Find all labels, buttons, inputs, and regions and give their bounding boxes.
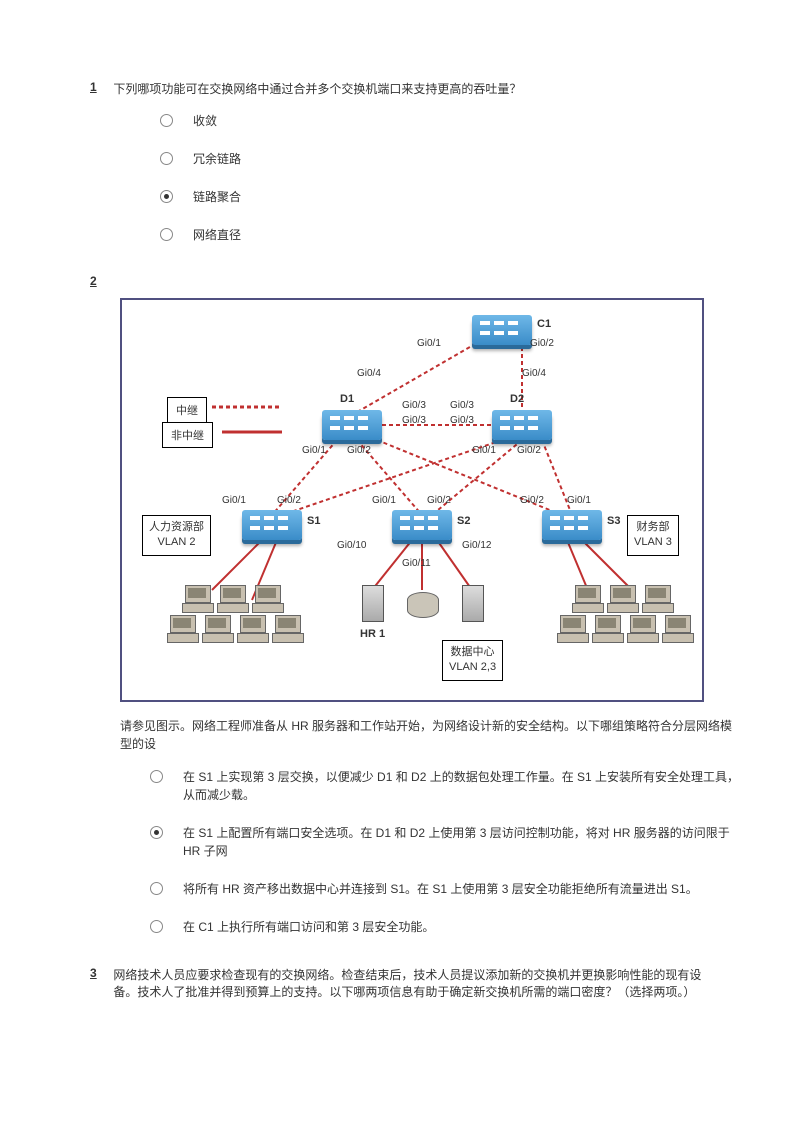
pc-icon (627, 615, 657, 643)
question-3: 3 网络技术人员应要求检查现有的交换网络。检查结束后，技术人员提议添加新的交换机… (90, 966, 740, 1000)
pc-icon (182, 585, 212, 613)
port-label: Gi0/12 (462, 540, 491, 551)
q2-intro: 请参见图示。网络工程师准备从 HR 服务器和工作站开始，为网络设计新的安全结构。… (120, 717, 740, 753)
pc-icon (202, 615, 232, 643)
pc-icon (167, 615, 197, 643)
port-label: Gi0/1 (372, 495, 396, 506)
pc-icon (642, 585, 672, 613)
switch-d2 (492, 410, 552, 440)
q1-options: 收敛 冗余链路 链路聚合 网络直径 (160, 112, 740, 244)
q2-option-2[interactable]: 将所有 HR 资产移出数据中心并连接到 S1。在 S1 上使用第 3 层安全功能… (150, 880, 740, 898)
hr1-label: HR 1 (360, 628, 385, 640)
port-label: Gi0/4 (522, 368, 546, 379)
switch-s3 (542, 510, 602, 540)
dept-name: 人力资源部 (149, 520, 204, 535)
question-1: 1 下列哪项功能可在交换网络中通过合并多个交换机端口来支持更高的吞吐量？ 收敛 … (90, 80, 740, 244)
q1-option-1[interactable]: 冗余链路 (160, 150, 740, 168)
pc-icon (662, 615, 692, 643)
switch-label: D1 (340, 393, 354, 405)
dept-vlan: VLAN 2,3 (449, 660, 496, 675)
dept-dc: 数据中心 VLAN 2,3 (442, 640, 503, 681)
dept-fin: 财务部 VLAN 3 (627, 515, 679, 556)
option-label: 在 S1 上实现第 3 层交换，以便减少 D1 和 D2 上的数据包处理工作量。… (183, 768, 740, 804)
port-label: Gi0/2 (517, 445, 541, 456)
port-label: Gi0/2 (277, 495, 301, 506)
port-label: Gi0/2 (530, 338, 554, 349)
question-2: 2 C1 (90, 274, 740, 936)
radio-icon[interactable] (150, 826, 163, 839)
q2-option-1[interactable]: 在 S1 上配置所有端口安全选项。在 D1 和 D2 上使用第 3 层访问控制功… (150, 824, 740, 860)
pc-icon (217, 585, 247, 613)
q1-option-0[interactable]: 收敛 (160, 112, 740, 130)
pc-icon (607, 585, 637, 613)
radio-icon[interactable] (150, 770, 163, 783)
port-label: Gi0/2 (520, 495, 544, 506)
radio-icon[interactable] (150, 882, 163, 895)
switch-s1 (242, 510, 302, 540)
port-label: Gi0/4 (357, 368, 381, 379)
pc-icon (572, 585, 602, 613)
port-label: Gi0/11 (402, 558, 431, 569)
switch-d1 (322, 410, 382, 440)
option-label: 在 S1 上配置所有端口安全选项。在 D1 和 D2 上使用第 3 层访问控制功… (183, 824, 740, 860)
option-label: 链路聚合 (193, 188, 740, 206)
dept-name: 数据中心 (449, 645, 496, 660)
option-label: 冗余链路 (193, 150, 740, 168)
storage-icon (407, 592, 439, 618)
q1-option-3[interactable]: 网络直径 (160, 226, 740, 244)
option-label: 将所有 HR 资产移出数据中心并连接到 S1。在 S1 上使用第 3 层安全功能… (183, 880, 740, 898)
switch-label: S1 (307, 515, 320, 527)
port-label: Gi0/3 (402, 400, 426, 411)
q1-option-2[interactable]: 链路聚合 (160, 188, 740, 206)
option-label: 收敛 (193, 112, 740, 130)
option-label: 在 C1 上执行所有端口访问和第 3 层安全功能。 (183, 918, 740, 936)
port-label: Gi0/3 (450, 400, 474, 411)
pc-icon (592, 615, 622, 643)
switch-s2 (392, 510, 452, 540)
switch-label: S2 (457, 515, 470, 527)
dept-hr: 人力资源部 VLAN 2 (142, 515, 211, 556)
pc-icon (557, 615, 587, 643)
server-icon (462, 585, 484, 622)
pc-icon (237, 615, 267, 643)
server-icon (362, 585, 384, 622)
switch-label: D2 (510, 393, 524, 405)
port-label: Gi0/10 (337, 540, 366, 551)
port-label: Gi0/1 (417, 338, 441, 349)
port-label: Gi0/1 (222, 495, 246, 506)
dept-vlan: VLAN 3 (634, 535, 672, 550)
q2-option-0[interactable]: 在 S1 上实现第 3 层交换，以便减少 D1 和 D2 上的数据包处理工作量。… (150, 768, 740, 804)
port-label: Gi0/1 (472, 445, 496, 456)
port-label: Gi0/1 (567, 495, 591, 506)
q2-options: 在 S1 上实现第 3 层交换，以便减少 D1 和 D2 上的数据包处理工作量。… (150, 768, 740, 936)
pc-icon (272, 615, 302, 643)
radio-icon[interactable] (160, 114, 173, 127)
q3-text: 网络技术人员应要求检查现有的交换网络。检查结束后，技术人员提议添加新的交换机并更… (113, 966, 713, 1000)
port-label: Gi0/2 (427, 495, 451, 506)
q1-number: 1 (90, 80, 110, 94)
switch-label: C1 (537, 318, 551, 330)
q2-number: 2 (90, 274, 110, 288)
q2-option-3[interactable]: 在 C1 上执行所有端口访问和第 3 层安全功能。 (150, 918, 740, 936)
pc-icon (252, 585, 282, 613)
port-label: Gi0/2 (347, 445, 371, 456)
port-label: Gi0/1 (302, 445, 326, 456)
network-diagram: C1 D1 D2 S1 S2 S3 中继 非中继 Gi0/1 Gi0/2 Gi0… (120, 298, 704, 702)
option-label: 网络直径 (193, 226, 740, 244)
radio-icon[interactable] (150, 920, 163, 933)
radio-icon[interactable] (160, 228, 173, 241)
port-label: Gi0/3 (402, 415, 426, 426)
radio-icon[interactable] (160, 190, 173, 203)
switch-label: S3 (607, 515, 620, 527)
dept-vlan: VLAN 2 (149, 535, 204, 550)
legend-trunk: 中继 (167, 397, 207, 423)
radio-icon[interactable] (160, 152, 173, 165)
dept-name: 财务部 (634, 520, 672, 535)
q1-text: 下列哪项功能可在交换网络中通过合并多个交换机端口来支持更高的吞吐量？ (113, 80, 521, 97)
q3-number: 3 (90, 966, 110, 980)
switch-c1 (472, 315, 532, 345)
port-label: Gi0/3 (450, 415, 474, 426)
legend-nontrunk: 非中继 (162, 422, 213, 448)
